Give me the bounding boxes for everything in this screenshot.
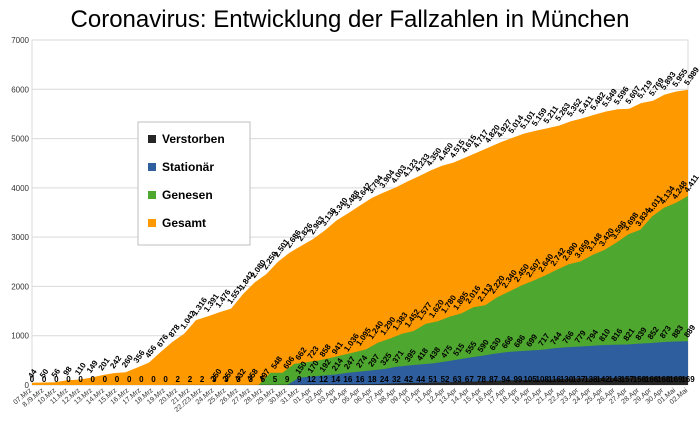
data-label-verstorben: 0 xyxy=(30,375,35,384)
data-label-verstorben: 12 xyxy=(307,375,316,384)
data-label-verstorben: 9 xyxy=(297,375,302,384)
legend-label-genesen: Genesen xyxy=(162,188,213,202)
legend-swatch-stationär xyxy=(148,163,156,171)
data-label-verstorben: 0 xyxy=(115,375,120,384)
data-label-verstorben: 0 xyxy=(103,375,108,384)
data-label-verstorben: 3 xyxy=(248,375,253,384)
data-label-verstorben: 2 xyxy=(188,375,193,384)
y-tick-label: 7000 xyxy=(11,36,29,45)
data-label-verstorben: 2 xyxy=(200,375,205,384)
data-label-verstorben: 32 xyxy=(392,375,401,384)
y-tick-label: 1000 xyxy=(11,332,29,341)
y-tick-label: 0 xyxy=(25,381,30,390)
y-tick-label: 4000 xyxy=(11,184,29,193)
legend-box xyxy=(137,121,251,246)
data-label-verstorben: 138 xyxy=(584,375,598,384)
data-label-verstorben: 5 xyxy=(261,375,266,384)
data-label-verstorben: 3 xyxy=(236,375,241,384)
data-label-verstorben: 157 xyxy=(621,375,635,384)
data-label-verstorben: 9 xyxy=(285,375,290,384)
area-verstorben xyxy=(32,376,688,385)
data-label-verstorben: 51 xyxy=(428,375,437,384)
area-genesen xyxy=(32,196,688,385)
data-label-verstorben: 12 xyxy=(319,375,328,384)
data-label-verstorben: 16 xyxy=(356,375,365,384)
data-label-verstorben: 0 xyxy=(54,375,59,384)
data-label-verstorben: 0 xyxy=(66,375,71,384)
data-label-verstorben: 78 xyxy=(477,375,486,384)
legend-swatch-genesen xyxy=(148,191,156,199)
data-label-verstorben: 0 xyxy=(78,375,83,384)
data-label-verstorben: 0 xyxy=(139,375,144,384)
data-label-verstorben: 18 xyxy=(368,375,377,384)
legend-label-stationär: Stationär xyxy=(162,160,214,174)
chart-title: Coronavirus: Entwicklung der Fallzahlen … xyxy=(71,6,630,33)
data-label-verstorben: 24 xyxy=(380,375,389,384)
y-tick-label: 5000 xyxy=(11,135,29,144)
legend-swatch-verstorben xyxy=(148,135,156,143)
data-label-verstorben: 5 xyxy=(273,375,278,384)
data-label-verstorben: 166 xyxy=(645,375,659,384)
y-tick-label: 3000 xyxy=(11,233,29,242)
data-label-verstorben: 63 xyxy=(453,375,462,384)
data-label-verstorben: 16 xyxy=(343,375,352,384)
data-label-verstorben: 0 xyxy=(127,375,132,384)
y-tick-label: 6000 xyxy=(11,85,29,94)
data-label-verstorben: 52 xyxy=(441,375,450,384)
data-label-verstorben: 99 xyxy=(513,375,522,384)
data-label-verstorben: 169 xyxy=(681,375,695,384)
legend-swatch-gesamt xyxy=(148,219,156,227)
data-label-verstorben: 108 xyxy=(536,375,550,384)
data-label-verstorben: 168 xyxy=(657,375,671,384)
data-label-verstorben: 130 xyxy=(560,375,574,384)
data-label-verstorben: 169 xyxy=(669,375,683,384)
data-label-verstorben: 87 xyxy=(489,375,498,384)
area-stationär xyxy=(32,341,688,385)
data-label-verstorben: 2 xyxy=(176,375,181,384)
data-label-verstorben: 14 xyxy=(331,375,340,384)
data-label-verstorben: 158 xyxy=(633,375,647,384)
data-label-verstorben: 0 xyxy=(151,375,156,384)
y-tick-label: 2000 xyxy=(11,282,29,291)
data-label-verstorben: 67 xyxy=(465,375,474,384)
data-label-verstorben: 137 xyxy=(572,375,586,384)
data-label-verstorben: 142 xyxy=(596,375,610,384)
data-label-verstorben: 116 xyxy=(548,375,561,384)
data-label-verstorben: 0 xyxy=(42,375,47,384)
legend-label-verstorben: Verstorben xyxy=(162,132,225,146)
data-label-verstorben: 3 xyxy=(224,375,229,384)
data-label-verstorben: 143 xyxy=(608,375,622,384)
data-label-verstorben: 94 xyxy=(501,375,510,384)
data-label-verstorben: 0 xyxy=(91,375,96,384)
data-label-verstorben: 42 xyxy=(404,375,413,384)
data-label-verstorben: 44 xyxy=(416,375,425,384)
data-label-verstorben: 105 xyxy=(523,375,537,384)
data-label-verstorben: 3 xyxy=(212,375,217,384)
legend-label-gesamt: Gesamt xyxy=(162,216,206,230)
data-label-verstorben: 0 xyxy=(163,375,168,384)
